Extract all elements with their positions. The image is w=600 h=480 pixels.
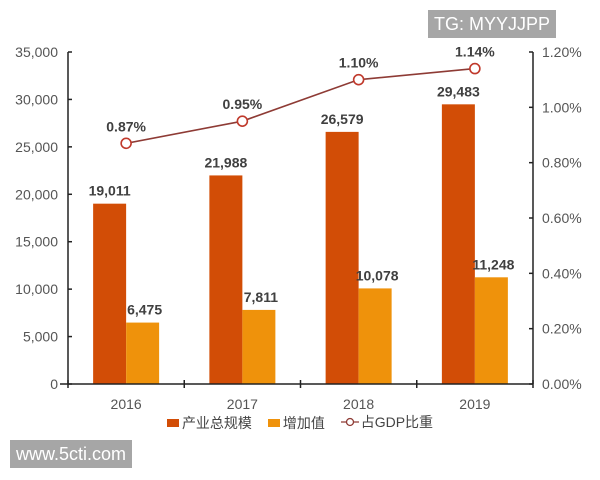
right-tick-label: 0.60%: [542, 210, 582, 226]
legend-label-value-added: 增加值: [282, 415, 325, 431]
line-point: [120, 137, 132, 150]
legend-label-total-scale: 产业总规模: [181, 415, 252, 431]
legend-item-gdp-share: 占GDP比重: [340, 412, 434, 432]
left-tick-label: 5,000: [23, 329, 58, 345]
data-label: 6,475: [127, 302, 162, 318]
data-label: 29,483: [437, 83, 480, 99]
data-label: 21,988: [204, 154, 247, 170]
left-y-axis: 0 5,000 10,000 15,000 20,000 25,000 30,000 35,0…: [15, 44, 72, 392]
x-tick-label: 2018: [343, 396, 374, 412]
data-label: 1.10%: [339, 55, 379, 71]
bar-series: 19,011 6,475 21,988 7,811 26,579 10,078 29,483…: [89, 83, 515, 384]
bar-total-scale: [93, 203, 127, 384]
gdp-share-line: 0.87% 0.95% 1.10% 1.14%: [106, 44, 495, 150]
data-label: 0.87%: [106, 118, 146, 134]
data-label: 19,011: [89, 183, 131, 199]
data-label: 26,579: [321, 111, 364, 127]
left-tick-label: 15,000: [15, 234, 58, 250]
watermark-top: TG: MYYJJPP: [427, 10, 556, 38]
left-tick-label: 25,000: [15, 139, 58, 155]
bar-value-added: [126, 322, 160, 384]
right-tick-label: 0.80%: [542, 155, 582, 171]
left-tick-label: 30,000: [15, 91, 58, 107]
legend-item-value-added: 增加值: [267, 413, 325, 433]
line-marker-icon: [340, 417, 359, 427]
bar-total-scale: [441, 104, 475, 384]
x-tick-label: 2016: [111, 396, 142, 412]
value-added-swatch-icon: [267, 419, 280, 427]
line-point: [469, 62, 481, 75]
left-tick-label: 10,000: [15, 281, 58, 297]
legend: 产业总规模 增加值 占GDP比重: [0, 412, 600, 433]
watermark-bottom: www.5cti.com: [10, 440, 133, 468]
right-tick-label: 0.40%: [542, 265, 582, 281]
right-tick-label: 1.20%: [542, 44, 582, 60]
bar-value-added: [242, 309, 276, 384]
legend-item-total-scale: 产业总规模: [166, 413, 252, 433]
left-tick-label: 35,000: [15, 44, 58, 60]
right-tick-label: 0.00%: [542, 376, 582, 392]
right-tick-label: 1.00%: [542, 99, 582, 115]
line-point: [236, 115, 249, 127]
data-label: 7,811: [244, 289, 278, 305]
line-point: [352, 73, 365, 86]
data-label: 0.95%: [223, 96, 263, 112]
bar-value-added: [358, 288, 392, 384]
right-y-axis: 0.00% 0.20% 0.40% 0.60% 0.80% 1.00% 1.20%: [529, 44, 582, 392]
data-label: 11,248: [472, 256, 514, 272]
bar-value-added: [474, 277, 508, 384]
data-label: 10,078: [356, 267, 399, 283]
right-tick-label: 0.20%: [542, 321, 582, 337]
left-tick-label: 0: [50, 376, 58, 392]
x-tick-label: 2017: [227, 396, 258, 412]
x-tick-label: 2019: [459, 396, 490, 412]
left-tick-label: 20,000: [15, 186, 58, 202]
legend-label-gdp-share: 占GDP比重: [360, 414, 434, 430]
bar-total-scale: [325, 131, 359, 384]
data-label: 1.14%: [455, 44, 495, 60]
total-scale-swatch-icon: [166, 419, 179, 427]
x-axis: 2016 2017 2018 2019: [60, 380, 534, 412]
bar-total-scale: [209, 175, 243, 384]
